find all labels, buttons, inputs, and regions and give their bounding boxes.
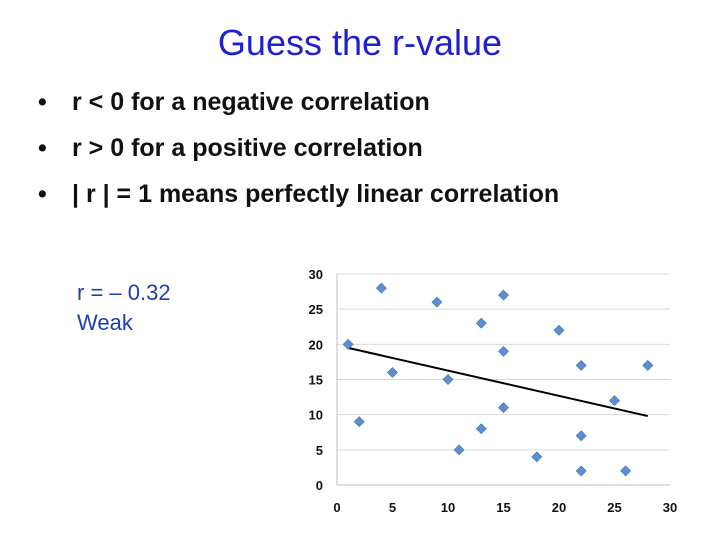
gridlines: [337, 273, 670, 451]
data-point: [442, 374, 454, 385]
y-tick-label: 5: [316, 443, 323, 458]
x-tick-label: 15: [496, 500, 510, 515]
y-tick-label: 30: [309, 267, 323, 282]
data-point: [575, 465, 587, 477]
bullet-item-linear: • | r | = 1 means perfectly linear corre…: [38, 176, 559, 222]
strength-text: Weak: [77, 310, 133, 335]
r-value-annotation: r = – 0.32 Weak: [77, 278, 171, 338]
bullet-item-negative: • r < 0 for a negative correlation: [38, 84, 559, 130]
data-point: [620, 465, 632, 477]
trendline-layer: [347, 346, 649, 418]
data-point: [375, 282, 387, 294]
x-tick-label: 5: [389, 500, 396, 515]
bullet-text: r < 0 for a negative correlation: [72, 88, 430, 116]
data-point: [531, 451, 543, 463]
axis-lines: [336, 274, 670, 486]
data-point: [498, 402, 509, 414]
x-tick-label: 30: [663, 500, 677, 515]
x-tick-label: 0: [333, 500, 340, 515]
y-tick-label: 15: [309, 373, 323, 388]
bullet-marker: •: [38, 88, 47, 116]
data-point: [353, 416, 365, 428]
x-tick-label: 25: [607, 500, 621, 515]
data-point: [642, 360, 654, 371]
trendline: [347, 346, 649, 418]
data-point: [498, 345, 509, 357]
y-tick-label: 20: [309, 337, 323, 352]
data-point: [609, 395, 620, 407]
x-tick-labels: 0 5 10 15 20 25 30: [333, 500, 677, 515]
slide-title: Guess the r-value: [217, 22, 503, 63]
data-point: [475, 317, 487, 329]
r-value-text: r = – 0.32: [77, 280, 171, 305]
data-point: [387, 367, 398, 378]
bullet-text: r > 0 for a positive correlation: [72, 134, 423, 162]
bullet-marker: •: [38, 134, 47, 162]
data-point: [453, 444, 465, 456]
bullet-marker: •: [38, 180, 47, 208]
y-tick-label: 25: [309, 302, 323, 317]
bullet-text: | r | = 1 means perfectly linear correla…: [72, 180, 560, 208]
bullet-item-positive: • r > 0 for a positive correlation: [38, 130, 559, 176]
data-point: [553, 324, 565, 336]
data-point: [498, 289, 509, 301]
y-tick-label: 0: [316, 478, 323, 493]
x-tick-label: 20: [552, 500, 566, 515]
bullet-list: • r < 0 for a negative correlation • r >…: [38, 84, 559, 222]
data-point: [431, 296, 443, 308]
y-tick-label: 10: [309, 408, 323, 423]
data-point: [575, 430, 587, 442]
data-point: [575, 360, 587, 371]
data-point: [475, 423, 487, 435]
y-tick-labels: 0 5 10 15 20 25 30: [309, 267, 323, 493]
x-tick-label: 10: [441, 500, 455, 515]
data-points: [342, 282, 654, 477]
data-point: [342, 338, 354, 350]
scatter-chart: 0 5 10 15 20 25 30 0 5 10 15 20 25 30: [309, 267, 678, 515]
